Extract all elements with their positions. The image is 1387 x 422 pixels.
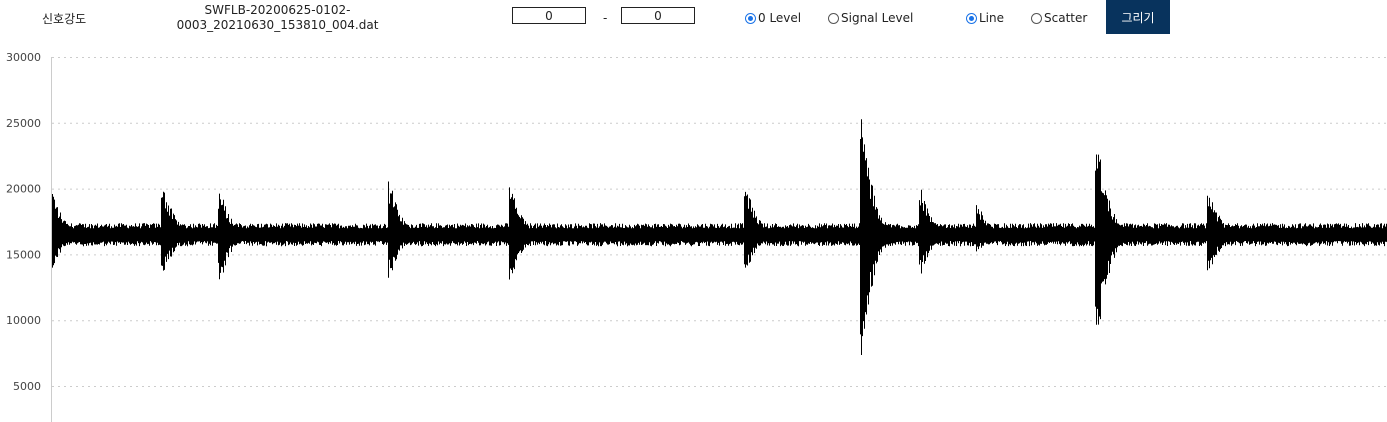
file-name: SWFLB-20200625-0102- 0003_20210630_15381…	[170, 3, 385, 33]
draw-button[interactable]: 그리기	[1106, 0, 1170, 34]
radio-zero-level[interactable]: 0 Level	[745, 11, 801, 25]
radio-signal-level[interactable]: Signal Level	[828, 11, 913, 25]
radio-line-label: Line	[979, 11, 1005, 25]
range-start-input[interactable]	[512, 7, 586, 24]
y-tick-label: 10000	[6, 314, 41, 327]
y-axis-ticks: 30000 25000 20000 15000 10000 5000	[6, 51, 41, 393]
file-name-line1: SWFLB-20200625-0102-	[204, 3, 351, 17]
radio-line[interactable]: Line	[966, 11, 1004, 25]
signal-line	[52, 119, 1387, 355]
y-tick-label: 20000	[6, 183, 41, 196]
radio-line-dot[interactable]	[966, 12, 977, 24]
y-tick-label: 25000	[6, 117, 41, 130]
page-title: 신호강도	[42, 12, 87, 26]
radio-signal-level-label: Signal Level	[841, 11, 914, 25]
radio-zero-level-dot[interactable]	[745, 12, 756, 24]
radio-zero-level-label: 0 Level	[758, 11, 802, 25]
y-tick-label: 5000	[13, 380, 41, 393]
radio-scatter[interactable]: Scatter	[1031, 11, 1087, 25]
file-name-line2: 0003_20210630_153810_004.dat	[176, 18, 379, 32]
radio-signal-level-dot[interactable]	[828, 12, 839, 24]
range-separator: -	[603, 11, 608, 25]
radio-scatter-label: Scatter	[1044, 11, 1088, 25]
range-end-input[interactable]	[621, 7, 695, 24]
y-tick-label: 15000	[6, 248, 41, 261]
chart-grid	[52, 57, 1387, 387]
radio-scatter-dot[interactable]	[1031, 12, 1042, 24]
y-tick-label: 30000	[6, 51, 41, 64]
